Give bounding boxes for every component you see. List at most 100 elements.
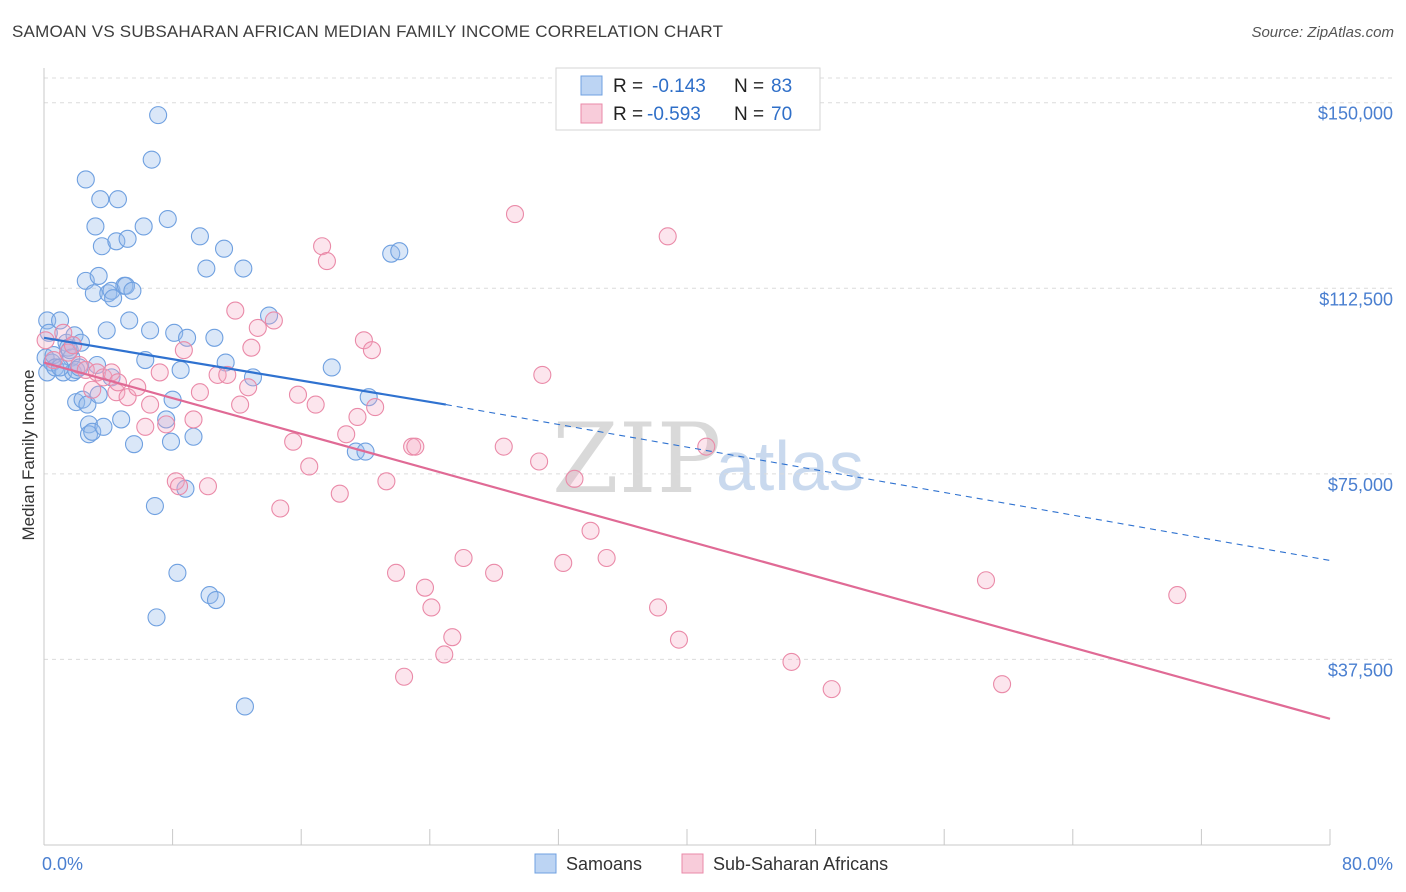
data-point <box>317 252 336 271</box>
data-point <box>505 205 525 224</box>
x-tick-label-min: 0.0% <box>42 854 83 874</box>
y-tick-label: $75,000 <box>1328 475 1393 495</box>
data-point <box>190 383 209 402</box>
data-point <box>104 289 123 308</box>
data-point <box>239 378 258 397</box>
data-point <box>97 321 116 340</box>
data-point <box>218 365 237 384</box>
data-point <box>169 477 189 496</box>
data-point <box>118 229 137 248</box>
data-point <box>658 227 677 246</box>
data-point <box>124 435 144 454</box>
y-tick-label: $150,000 <box>1318 104 1393 124</box>
y-tick-labels: $37,500 $75,000 $112,500 $150,000 <box>1318 104 1393 681</box>
data-point <box>976 571 996 590</box>
data-point <box>406 437 425 456</box>
data-point <box>145 496 164 516</box>
data-point <box>248 318 267 337</box>
data-point <box>288 385 308 404</box>
data-point <box>141 395 160 414</box>
data-point <box>415 578 435 597</box>
data-point <box>422 598 441 617</box>
data-point <box>190 227 209 246</box>
data-point <box>322 358 341 377</box>
data-point <box>362 341 381 360</box>
data-point <box>84 284 103 303</box>
data-point <box>395 667 414 686</box>
legend-swatch-samoans <box>580 75 603 96</box>
data-point <box>63 336 82 355</box>
data-point <box>157 410 176 429</box>
data-point <box>264 311 283 330</box>
grid-lines <box>44 77 1395 660</box>
data-point <box>348 407 367 427</box>
data-point <box>206 591 226 610</box>
data-point <box>158 209 177 229</box>
data-point <box>89 266 108 285</box>
data-point <box>259 306 279 325</box>
data-point <box>485 563 504 582</box>
data-point <box>112 410 131 429</box>
trend-line-subsaharan-africans <box>43 361 1331 720</box>
x-tick-label-max: 80.0% <box>1342 854 1393 874</box>
data-point <box>271 499 290 518</box>
data-point <box>157 415 176 434</box>
data-point <box>76 170 95 189</box>
data-point <box>386 563 406 582</box>
data-point <box>36 331 55 350</box>
data-point <box>234 259 253 278</box>
data-point <box>147 608 166 627</box>
data-point <box>390 242 409 261</box>
data-point <box>231 395 250 414</box>
data-point <box>377 472 396 491</box>
data-point <box>366 398 385 417</box>
data-point <box>822 680 841 699</box>
data-point <box>669 630 689 649</box>
data-point <box>649 598 668 617</box>
data-point <box>141 321 160 340</box>
data-point <box>337 425 356 444</box>
data-point <box>198 477 218 496</box>
data-point <box>565 469 584 488</box>
data-point <box>235 697 254 716</box>
data-point <box>300 457 319 476</box>
legend-r-label-2: R = <box>613 104 643 125</box>
y-tick-label: $37,500 <box>1328 660 1393 680</box>
chart-title: SAMOAN VS SUBSAHARAN AFRICAN MEDIAN FAMI… <box>12 22 724 41</box>
x-tick-labels: 0.0% 80.0% <box>42 854 1393 874</box>
data-point <box>79 425 99 444</box>
bottom-legend: Samoans Sub-Saharan Africans <box>534 853 888 874</box>
data-point <box>171 360 190 380</box>
data-point <box>284 432 303 451</box>
data-point <box>150 363 169 382</box>
legend-r-value-2: -0.593 <box>647 104 701 125</box>
data-point <box>443 628 462 647</box>
data-point <box>142 150 161 169</box>
legend-n-label-2: N = <box>734 104 764 125</box>
data-point <box>161 432 181 451</box>
legend-n-label-1: N = <box>734 76 764 97</box>
data-point <box>94 417 113 436</box>
data-point <box>149 106 168 125</box>
data-point <box>533 365 552 384</box>
legend-n-value-1: 83 <box>771 76 792 97</box>
watermark-zip: ZIP <box>552 403 721 515</box>
trend-line-samoans-extension <box>445 404 1331 562</box>
bottom-legend-label-subsaharan: Sub-Saharan Africans <box>713 854 888 874</box>
data-point <box>166 472 185 491</box>
trend-layer <box>43 336 1331 720</box>
data-point <box>136 417 155 436</box>
data-point <box>107 232 126 251</box>
data-point <box>214 239 234 258</box>
series-subsaharan-africans <box>36 205 1187 699</box>
data-point <box>597 548 616 568</box>
data-point <box>184 410 203 429</box>
data-point <box>120 311 139 330</box>
bottom-legend-swatch-samoans <box>534 853 557 874</box>
data-point <box>454 548 473 568</box>
source-credit: Source: ZipAtlas.com <box>1251 24 1394 41</box>
data-point <box>435 645 454 664</box>
data-point <box>168 563 187 582</box>
legend-r-value-1: -0.143 <box>652 76 706 97</box>
